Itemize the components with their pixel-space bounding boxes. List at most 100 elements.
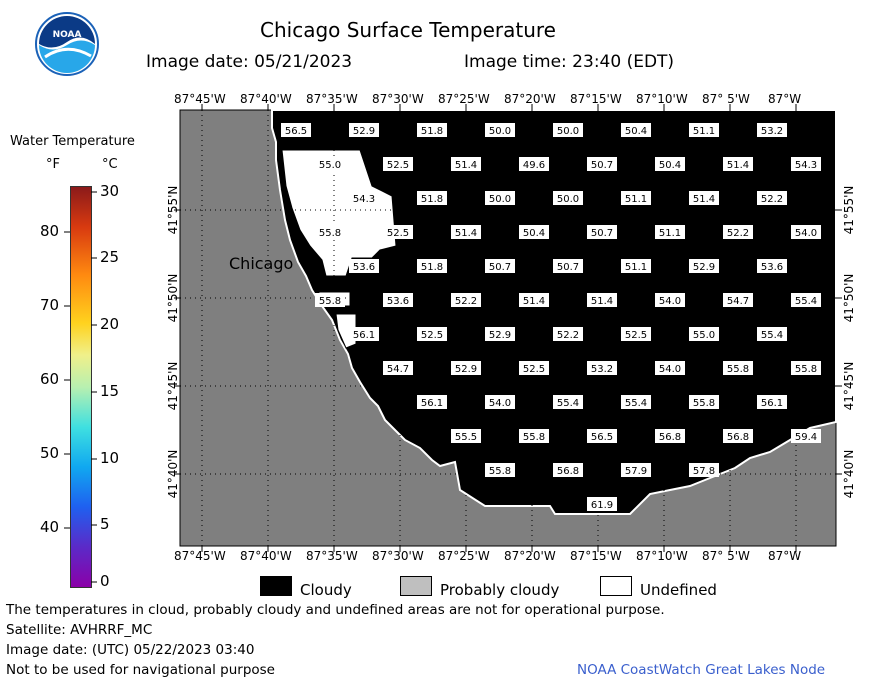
temperature-value: 50.7 xyxy=(553,259,583,273)
svg-text:55.8: 55.8 xyxy=(319,228,341,239)
image-date: Image date: 05/21/2023 xyxy=(146,52,353,72)
svg-text:54.3: 54.3 xyxy=(353,194,375,205)
temperature-value: 52.9 xyxy=(349,123,379,137)
svg-text:50.7: 50.7 xyxy=(591,228,613,239)
svg-text:54.3: 54.3 xyxy=(795,160,817,171)
svg-text:53.6: 53.6 xyxy=(387,296,409,307)
svg-text:55.8: 55.8 xyxy=(795,364,817,375)
colorbar-gradient xyxy=(70,186,92,588)
svg-text:52.2: 52.2 xyxy=(455,296,477,307)
colorbar-ticks xyxy=(64,191,97,583)
temperature-value: 53.6 xyxy=(757,259,787,273)
f-tick-60: 60 xyxy=(40,370,60,388)
temperature-value: 55.8 xyxy=(315,225,345,239)
svg-text:52.5: 52.5 xyxy=(523,364,545,375)
svg-text:55.8: 55.8 xyxy=(489,466,511,477)
colorbar-title: Water Temperature xyxy=(10,134,135,149)
longitude-label-top: 87°W xyxy=(768,92,802,106)
svg-text:54.0: 54.0 xyxy=(659,364,681,375)
svg-text:50.4: 50.4 xyxy=(659,160,681,171)
temperature-value: 51.4 xyxy=(451,157,481,171)
latitude-label-right: 41°40'N xyxy=(842,449,856,499)
temperature-value: 54.7 xyxy=(723,293,753,307)
longitude-label-bottom: 87°35'W xyxy=(306,549,358,563)
c-tick-25: 25 xyxy=(100,248,120,266)
temperature-value: 50.4 xyxy=(519,225,549,239)
svg-text:54.0: 54.0 xyxy=(489,398,511,409)
svg-text:51.8: 51.8 xyxy=(421,126,443,137)
svg-text:50.7: 50.7 xyxy=(591,160,613,171)
longitude-label-bottom: 87°30'W xyxy=(372,549,424,563)
temperature-value: 54.3 xyxy=(349,191,379,205)
legend-probably-cloudy-swatch xyxy=(400,576,432,596)
f-tick-40: 40 xyxy=(40,518,60,536)
longitude-label-bottom: 87°10'W xyxy=(636,549,688,563)
svg-text:53.2: 53.2 xyxy=(761,126,783,137)
temperature-value: 55.8 xyxy=(519,429,549,443)
svg-text:52.5: 52.5 xyxy=(421,330,443,341)
temperature-value: 50.4 xyxy=(655,157,685,171)
c-tick-10: 10 xyxy=(100,449,120,467)
temperature-value: 55.8 xyxy=(485,463,515,477)
svg-text:55.4: 55.4 xyxy=(795,296,817,307)
c-tick-15: 15 xyxy=(100,382,120,400)
temperature-value: 57.8 xyxy=(689,463,719,477)
temperature-value: 50.0 xyxy=(485,191,515,205)
svg-text:56.8: 56.8 xyxy=(557,466,579,477)
footer-note: The temperatures in cloud, probably clou… xyxy=(6,602,665,618)
temperature-value: 55.8 xyxy=(689,395,719,409)
colorbar-unit-c: °C xyxy=(102,157,118,172)
latitude-label-left: 41°45'N xyxy=(166,361,180,411)
svg-text:54.0: 54.0 xyxy=(795,228,817,239)
temperature-value: 55.8 xyxy=(791,361,821,375)
temperature-value: 54.0 xyxy=(655,361,685,375)
legend-undefined-label: Undefined xyxy=(640,581,717,599)
svg-text:54.0: 54.0 xyxy=(659,296,681,307)
noaa-logo: NOAA xyxy=(35,12,99,76)
city-label-chicago: Chicago xyxy=(229,254,294,273)
legend-cloudy-swatch xyxy=(260,576,292,596)
temperature-value: 61.9 xyxy=(587,497,617,511)
svg-text:50.4: 50.4 xyxy=(523,228,545,239)
footer-credit: NOAA CoastWatch Great Lakes Node xyxy=(577,662,826,678)
temperature-value: 52.5 xyxy=(519,361,549,375)
longitude-label-top: 87°20'W xyxy=(504,92,556,106)
temperature-value: 51.4 xyxy=(723,157,753,171)
temperature-value: 53.6 xyxy=(383,293,413,307)
c-tick-5: 5 xyxy=(100,515,110,533)
temperature-value: 51.8 xyxy=(417,191,447,205)
svg-text:51.1: 51.1 xyxy=(659,228,681,239)
latitude-label-right: 41°50'N xyxy=(842,273,856,323)
latitude-label-left: 41°40'N xyxy=(166,449,180,499)
cloud-area xyxy=(271,109,837,515)
temperature-value: 51.4 xyxy=(689,191,719,205)
svg-text:51.4: 51.4 xyxy=(455,228,477,239)
temperature-value: 56.1 xyxy=(417,395,447,409)
svg-text:53.6: 53.6 xyxy=(761,262,783,273)
svg-text:51.4: 51.4 xyxy=(523,296,545,307)
svg-text:50.0: 50.0 xyxy=(557,194,579,205)
temperature-value: 50.0 xyxy=(485,123,515,137)
svg-text:57.8: 57.8 xyxy=(693,466,715,477)
legend-undefined-swatch xyxy=(600,576,632,596)
svg-text:52.9: 52.9 xyxy=(693,262,715,273)
temperature-value: 51.4 xyxy=(519,293,549,307)
temperature-value: 52.5 xyxy=(417,327,447,341)
svg-text:53.6: 53.6 xyxy=(353,262,375,273)
svg-text:56.8: 56.8 xyxy=(727,432,749,443)
longitude-label-bottom: 87° 5'W xyxy=(702,549,750,563)
svg-text:56.1: 56.1 xyxy=(353,330,375,341)
svg-text:50.7: 50.7 xyxy=(489,262,511,273)
temperature-value: 57.9 xyxy=(621,463,651,477)
temperature-value: 50.4 xyxy=(621,123,651,137)
svg-text:51.4: 51.4 xyxy=(693,194,715,205)
svg-text:54.7: 54.7 xyxy=(727,296,749,307)
svg-text:51.1: 51.1 xyxy=(693,126,715,137)
longitude-label-top: 87°25'W xyxy=(438,92,490,106)
latitude-label-right: 41°55'N xyxy=(842,185,856,235)
longitude-label-bottom: 87°25'W xyxy=(438,549,490,563)
longitude-label-top: 87°40'W xyxy=(240,92,292,106)
temperature-value: 54.0 xyxy=(655,293,685,307)
svg-text:61.9: 61.9 xyxy=(591,500,613,511)
temperature-value: 51.1 xyxy=(621,191,651,205)
